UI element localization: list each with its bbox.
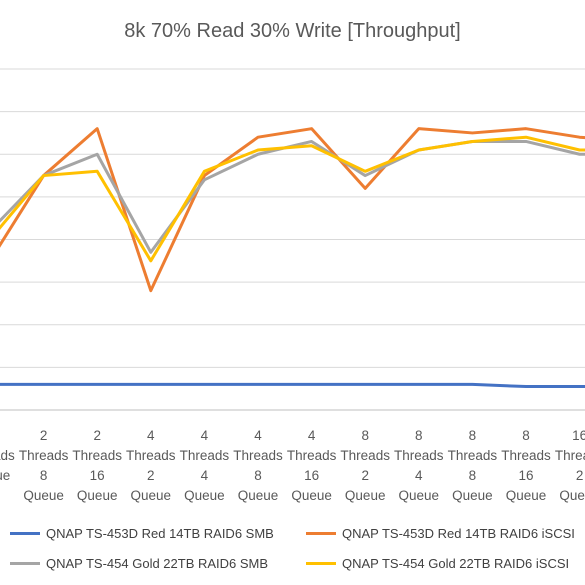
x-tick-label: 8 bbox=[522, 428, 530, 443]
x-tick-label: 8 bbox=[415, 428, 423, 443]
legend-swatch bbox=[306, 532, 336, 535]
x-tick-label: Queue bbox=[399, 488, 440, 503]
x-tick-label: Queue bbox=[238, 488, 279, 503]
x-tick-label: 16 bbox=[90, 468, 105, 483]
x-tick-label: Threads bbox=[233, 448, 283, 463]
x-tick-label: Threads bbox=[0, 448, 15, 463]
x-tick-label: 4 bbox=[201, 468, 209, 483]
x-tick-label: 4 bbox=[254, 428, 262, 443]
x-tick-label: Queue bbox=[0, 468, 10, 483]
legend-label: QNAP TS-453D Red 14TB RAID6 iSCSI bbox=[342, 526, 575, 541]
series-line-0 bbox=[0, 382, 585, 389]
x-tick-label: Threads bbox=[555, 448, 585, 463]
x-tick-label: 4 bbox=[147, 428, 155, 443]
x-tick-label: 2 bbox=[40, 428, 48, 443]
x-tick-label: 8 bbox=[361, 428, 369, 443]
x-tick-label: 16 bbox=[304, 468, 319, 483]
x-tick-label: Queue bbox=[506, 488, 547, 503]
legend-item: QNAP TS-453D Red 14TB RAID6 iSCSI bbox=[306, 526, 575, 541]
x-tick-label: Threads bbox=[501, 448, 551, 463]
x-tick-label: 4 bbox=[308, 428, 316, 443]
x-tick-label: Queue bbox=[291, 488, 332, 503]
x-tick-label: Queue bbox=[23, 488, 64, 503]
x-tick-label: Queue bbox=[452, 488, 493, 503]
x-tick-label: 2 bbox=[147, 468, 155, 483]
x-tick-label: 16 bbox=[572, 428, 585, 443]
x-tick-label: Threads bbox=[448, 448, 498, 463]
legend-item: QNAP TS-454 Gold 22TB RAID6 SMB bbox=[10, 556, 268, 571]
legend-label: QNAP TS-454 Gold 22TB RAID6 SMB bbox=[46, 556, 269, 571]
x-tick-label: 8 bbox=[469, 468, 477, 483]
x-tick-label: 2 bbox=[576, 468, 584, 483]
x-tick-label: 2 bbox=[361, 468, 369, 483]
x-tick-label: 8 bbox=[254, 468, 262, 483]
legend-item: QNAP TS-453D Red 14TB RAID6 SMB bbox=[10, 526, 274, 541]
series-line-3 bbox=[0, 135, 585, 263]
x-tick-label: Threads bbox=[394, 448, 444, 463]
legend-swatch bbox=[10, 532, 40, 535]
x-tick-label: Threads bbox=[180, 448, 230, 463]
x-tick-label: Threads bbox=[126, 448, 176, 463]
legend-swatch bbox=[306, 562, 336, 565]
legend-label: QNAP TS-454 Gold 22TB RAID6 iSCSI bbox=[342, 556, 570, 571]
x-tick-label: 16 bbox=[518, 468, 533, 483]
x-tick-label: Queue bbox=[184, 488, 225, 503]
x-tick-label: 2 bbox=[93, 428, 101, 443]
x-tick-label: Queue bbox=[131, 488, 172, 503]
x-tick-label: 4 bbox=[201, 428, 209, 443]
series-line-1 bbox=[0, 127, 585, 293]
legend-swatch bbox=[10, 562, 40, 565]
x-tick-label: Threads bbox=[340, 448, 390, 463]
x-tick-label: Threads bbox=[287, 448, 337, 463]
x-tick-label: 8 bbox=[469, 428, 477, 443]
x-tick-label: Threads bbox=[19, 448, 69, 463]
x-tick-label: Threads bbox=[72, 448, 122, 463]
x-tick-label: Queue bbox=[559, 488, 585, 503]
x-tick-label: Queue bbox=[345, 488, 386, 503]
x-tick-label: 4 bbox=[415, 468, 423, 483]
x-tick-label: 8 bbox=[40, 468, 48, 483]
legend-item: QNAP TS-454 Gold 22TB RAID6 iSCSI bbox=[306, 556, 569, 571]
legend: QNAP TS-453D Red 14TB RAID6 SMB QNAP TS-4… bbox=[0, 519, 585, 585]
chart-title: 8k 70% Read 30% Write [Throughput] bbox=[124, 20, 461, 42]
x-tick-label: Queue bbox=[77, 488, 118, 503]
legend-label: QNAP TS-453D Red 14TB RAID6 SMB bbox=[46, 526, 274, 541]
